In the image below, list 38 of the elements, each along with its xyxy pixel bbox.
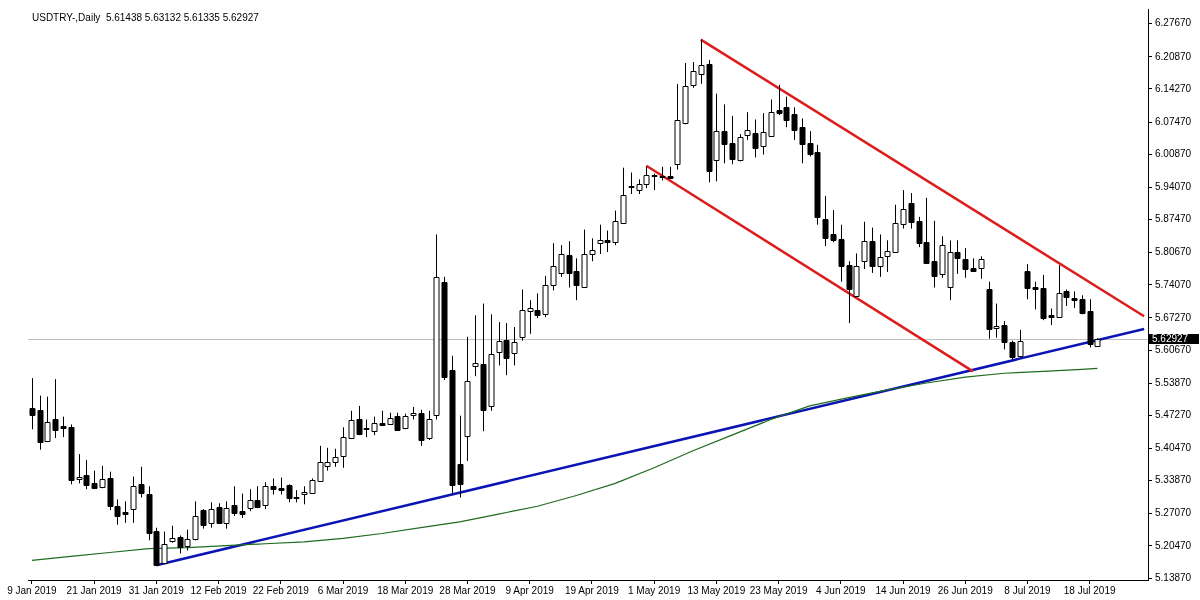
ref-line-label: 5.62927 [1152,332,1189,344]
x-tick-label: 28 Mar 2019 [439,584,496,596]
y-tick-label: 5.20470 [1155,539,1192,551]
y-tick-label: 5.94070 [1155,181,1192,193]
x-tick-label: 21 Jan 2019 [66,584,123,596]
y-tick-label: 5.74070 [1155,278,1192,290]
x-tick-label: 23 May 2019 [749,584,808,596]
y-tick-label: 6.14270 [1155,82,1192,94]
x-tick-label: 4 Jun 2019 [816,584,866,596]
x-tick-label: 14 Jun 2019 [875,584,931,596]
x-tick-label: 18 Jul 2019 [1063,584,1116,596]
x-tick-label: 6 Mar 2019 [317,584,369,596]
y-tick-label: 5.13870 [1155,571,1192,583]
y-tick-label: 5.67270 [1155,311,1192,323]
x-tick-label: 8 Jul 2019 [1004,584,1051,596]
y-tick-label: 5.80670 [1155,246,1192,258]
y-tick-label: 6.07470 [1155,115,1192,127]
x-tick-label: 18 Mar 2019 [377,584,434,596]
y-tick-label: 5.40470 [1155,442,1192,454]
y-tick-label: 5.53870 [1155,376,1192,388]
chart-title: USDTRY-,Daily 5.61438 5.63132 5.61335 5.62927 [32,11,260,23]
y-tick-label: 5.33870 [1155,474,1192,486]
y-tick-label: 5.47270 [1155,409,1192,421]
x-tick-label: 26 Jun 2019 [937,584,994,596]
y-tick-label: 5.60670 [1155,343,1192,355]
x-tick-label: 1 May 2019 [627,584,681,596]
y-tick-label: 6.27670 [1155,17,1192,29]
x-tick-label: 13 May 2019 [687,584,746,596]
x-tick-label: 9 Jan 2019 [7,584,58,596]
x-tick-label: 12 Feb 2019 [190,584,248,596]
y-tick-label: 5.87470 [1155,213,1192,225]
x-tick-label: 19 Apr 2019 [564,584,620,596]
y-tick-label: 5.27070 [1155,507,1192,519]
x-tick-label: 31 Jan 2019 [128,584,185,596]
y-tick-label: 6.20870 [1155,50,1192,62]
x-tick-label: 22 Feb 2019 [252,584,310,596]
y-tick-label: 6.00870 [1155,147,1192,159]
x-tick-label: 9 Apr 2019 [505,584,555,596]
